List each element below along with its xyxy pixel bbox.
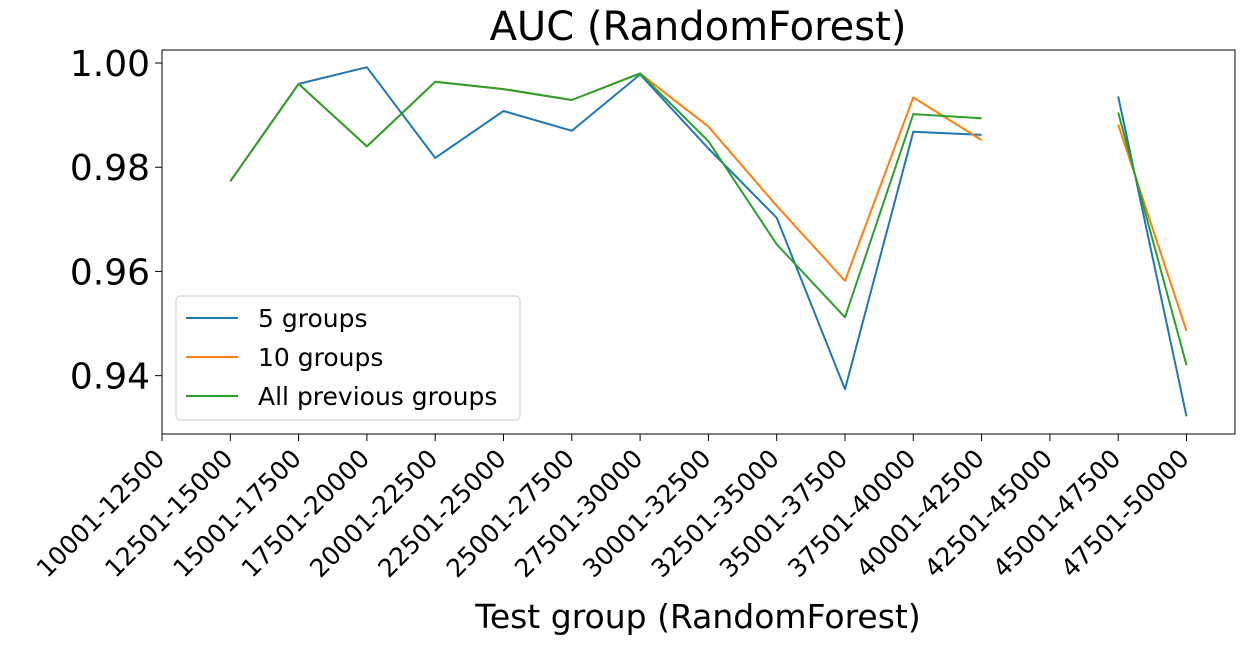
legend-box — [175, 295, 521, 421]
series-line-1 — [229, 72, 1188, 332]
y-tick-label: 0.94 — [70, 357, 150, 398]
y-tick-label: 0.98 — [70, 148, 150, 189]
legend-label: 5 groups — [258, 304, 368, 333]
legend-label: 10 groups — [258, 343, 383, 372]
legend-label: All previous groups — [258, 382, 497, 411]
legend: 5 groups 10 groups All previous groups — [175, 295, 521, 421]
chart-title: AUC (RandomForest) — [490, 4, 907, 50]
plot-frame — [161, 49, 1236, 435]
y-axis: 0.94 0.96 0.98 1.00 — [70, 44, 162, 398]
x-axis-label: Test group (RandomForest) — [474, 597, 920, 636]
y-tick-label: 0.96 — [70, 252, 150, 293]
x-axis: 10001-1250012501-1500015001-1750017501-2… — [31, 434, 1195, 583]
series-line-2 — [229, 72, 1188, 366]
plot-lines — [229, 66, 1188, 417]
y-tick-label: 1.00 — [70, 44, 150, 85]
series-line-0 — [229, 66, 1188, 417]
